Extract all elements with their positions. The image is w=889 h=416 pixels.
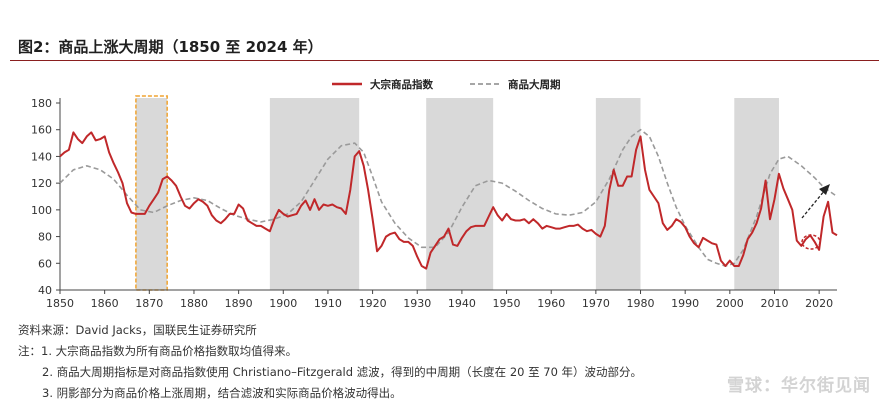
shaded-period-1867-1874: [135, 98, 168, 290]
legend-cycle-label: 商品大周期: [508, 78, 561, 91]
y-tick-label-140: 140: [31, 150, 52, 163]
x-tick-label-1860: 1860: [91, 297, 119, 310]
y-tick-label-80: 80: [38, 231, 52, 244]
title-rule: [10, 60, 879, 61]
shaded-period-1970-1980: [595, 98, 641, 290]
notes-block: 资料来源：David Jacks，国联民生证券研究所 注：1. 大宗商品指数为所…: [18, 320, 642, 404]
x-tick-label-1910: 1910: [314, 297, 342, 310]
y-tick-label-180: 180: [31, 97, 52, 110]
note-3: 3. 阴影部分为商品价格上涨周期，结合滤波和实际商品价格波动得出。: [42, 386, 402, 400]
upturn-arrow-head: [819, 184, 830, 195]
shaded-period-1932-1947: [426, 98, 494, 290]
series-line-commodity-supercycle: [59, 128, 838, 267]
y-tick-label-40: 40: [38, 284, 52, 297]
source-note: 资料来源：David Jacks，国联民生证券研究所: [18, 323, 257, 337]
y-tick-label-160: 160: [31, 124, 52, 137]
y-tick-label-100: 100: [31, 204, 52, 217]
y-tick-label-120: 120: [31, 177, 52, 190]
x-tick-label-1900: 1900: [269, 297, 297, 310]
x-tick-label-1930: 1930: [403, 297, 431, 310]
trough-circle-annotation: [801, 234, 821, 250]
upturn-arrow-shaft: [801, 189, 826, 219]
x-tick-label-1920: 1920: [359, 297, 387, 310]
chart-title: 图2：商品上涨大周期（1850 至 2024 年）: [18, 38, 323, 56]
x-tick-label-1980: 1980: [627, 297, 655, 310]
x-tick-label-1990: 1990: [671, 297, 699, 310]
shaded-period-1897-1917: [269, 98, 360, 290]
x-tick-label-1970: 1970: [582, 297, 610, 310]
note-2: 2. 商品大周期指标是对商品指数使用 Christiano–Fitzgerald…: [42, 365, 643, 379]
series-line-commodity-index: [59, 131, 838, 270]
note-1: 注：1. 大宗商品指数为所有商品价格指数取均值得来。: [18, 344, 298, 358]
x-tick-label-2020: 2020: [805, 297, 833, 310]
y-tick-label-60: 60: [38, 257, 52, 270]
x-tick-label-1850: 1850: [46, 297, 74, 310]
x-tick-label-2000: 2000: [716, 297, 744, 310]
watermark-text: 雪球：华尔街见闻: [727, 376, 871, 396]
x-tick-label-2010: 2010: [760, 297, 788, 310]
x-tick-label-1950: 1950: [493, 297, 521, 310]
x-tick-label-1960: 1960: [537, 297, 565, 310]
legend-index-label: 大宗商品指数: [370, 78, 433, 91]
x-tick-label-1940: 1940: [448, 297, 476, 310]
x-tick-label-1890: 1890: [225, 297, 253, 310]
x-tick-label-1880: 1880: [180, 297, 208, 310]
x-tick-label-1870: 1870: [135, 297, 163, 310]
